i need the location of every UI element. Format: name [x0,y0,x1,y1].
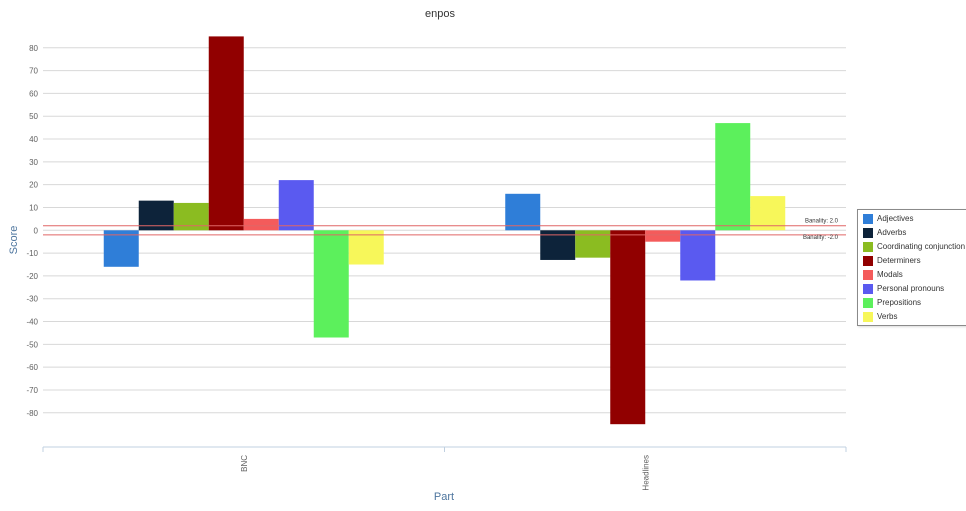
legend-item[interactable]: Adverbs [863,226,906,239]
bar[interactable] [208,36,244,231]
legend-item[interactable]: Coordinating conjunction [863,240,965,253]
legend-swatch [863,255,873,266]
bar[interactable] [750,196,786,231]
y-tick-label: -60 [26,363,38,372]
bar[interactable] [645,230,681,242]
legend-item[interactable]: Adjectives [863,212,913,225]
legend-label: Adverbs [877,228,907,237]
bar[interactable] [348,230,384,265]
bar[interactable] [103,230,139,267]
chart-title: enpos [425,8,455,20]
legend-item[interactable]: Verbs [863,310,897,323]
x-axis: BNC Headlines [42,446,847,491]
legend-swatch [863,269,873,280]
plot-line-label: Banality: -2.0 [803,235,839,241]
x-axis-title: Part [434,491,454,503]
y-tick-label: -30 [26,295,38,304]
y-tick-label: -20 [26,272,38,281]
legend: Adjectives Adverbs Coordinating conjunctio… [857,209,966,326]
bar[interactable] [610,230,646,425]
y-tick-label: 0 [34,226,39,235]
grid-layer [43,47,846,414]
legend-label: Adjectives [877,214,914,223]
bar[interactable] [243,218,279,231]
y-tick-label: -40 [26,318,38,327]
legend-swatch [863,283,873,294]
y-axis-title: Score [8,226,20,255]
bar[interactable] [680,230,716,281]
legend-swatch [863,227,873,238]
legend-item[interactable]: Modals [863,268,903,281]
y-tick-label: -80 [26,409,38,418]
y-tick-label: 30 [29,158,38,167]
legend-item[interactable]: Personal pronouns [863,282,944,295]
y-tick-label: 80 [29,44,38,53]
bar[interactable] [313,230,349,338]
legend-swatch [863,213,873,224]
legend-swatch [863,311,873,322]
y-tick-label: 10 [29,203,38,212]
legend-label: Coordinating conjunction [877,242,966,251]
legend-label: Verbs [877,312,898,321]
y-tick-labels: -80 -70 -60 -50 -40 -30 -20 -10 0 10 20 30 40 50 60 70 8… [26,44,38,418]
x-tick-label: Headlines [641,455,650,491]
bar[interactable] [715,123,751,231]
bar[interactable] [278,180,314,231]
y-tick-label: 20 [29,181,38,190]
y-tick-label: -50 [26,340,38,349]
legend-item[interactable]: Prepositions [863,296,921,309]
y-tick-label: 40 [29,135,38,144]
y-tick-label: 70 [29,67,38,76]
y-tick-label: 50 [29,112,38,121]
legend-label: Determiners [877,256,921,265]
y-tick-label: -70 [26,386,38,395]
y-tick-label: -10 [26,249,38,258]
legend-label: Personal pronouns [877,284,945,293]
legend-swatch [863,241,873,252]
legend-label: Modals [877,270,903,279]
bar[interactable] [505,193,541,231]
y-tick-label: 60 [29,89,38,98]
legend-swatch [863,297,873,308]
plot-lines: Banality: 2.0 Banality: -2.0 [43,219,846,241]
legend-label: Prepositions [877,298,922,307]
plot-line-label: Banality: 2.0 [805,219,839,225]
legend-item[interactable]: Determiners [863,254,921,267]
x-tick-label: BNC [240,455,249,472]
